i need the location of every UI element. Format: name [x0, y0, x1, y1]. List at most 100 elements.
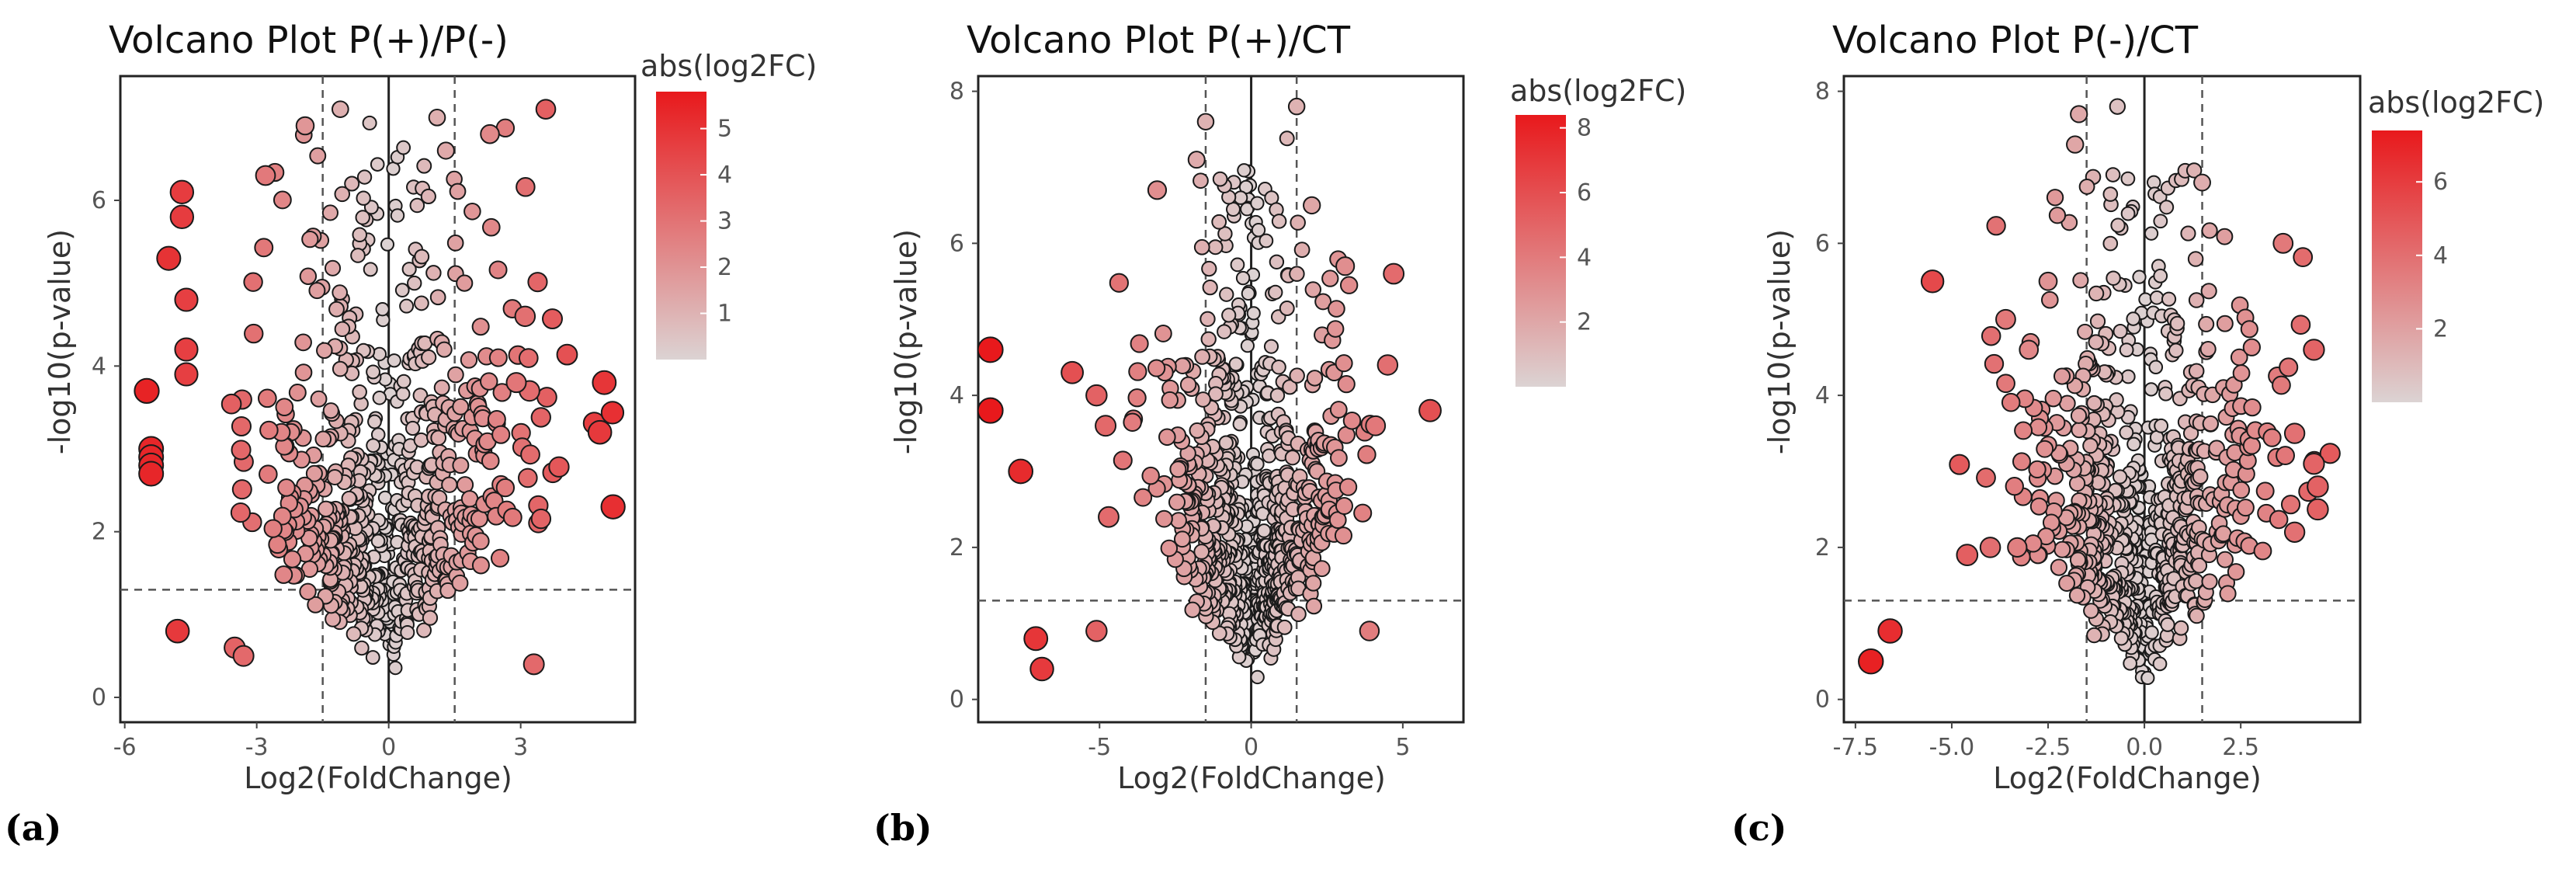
gene-point — [1353, 503, 1373, 523]
gene-point-outlier — [165, 618, 190, 644]
gene-point — [2113, 323, 2128, 339]
gene-point — [294, 363, 313, 381]
gene-point — [2202, 415, 2219, 433]
gene-point — [2072, 272, 2089, 289]
gene-point-outlier — [1335, 256, 1356, 276]
gene-point — [1290, 214, 1306, 231]
gene-point — [1342, 411, 1362, 430]
gene-point — [2144, 382, 2159, 397]
gene-point — [2168, 342, 2184, 359]
gene-point — [2029, 418, 2048, 436]
gene-point-outlier — [1008, 458, 1034, 485]
gene-point — [352, 227, 368, 243]
y-tick-label: 4 — [1815, 382, 1830, 409]
gene-point-outlier — [1095, 415, 1117, 437]
gene-point — [2113, 631, 2129, 646]
gene-point-outlier — [505, 372, 527, 394]
legend-tick-label: 3 — [717, 208, 732, 235]
gene-point — [2187, 251, 2204, 267]
gene-point — [1271, 360, 1286, 375]
gene-point — [2083, 603, 2099, 619]
gene-point — [2243, 398, 2262, 417]
gene-point — [2102, 186, 2119, 202]
gene-point — [1256, 523, 1272, 538]
gene-point — [395, 386, 411, 401]
gene-point — [1241, 286, 1255, 301]
gene-point-outlier — [156, 245, 182, 271]
y-tick-label: 2 — [1815, 534, 1830, 561]
gene-point — [2149, 290, 2165, 305]
x-tick-label: 0.0 — [2126, 734, 2163, 761]
gene-point — [1194, 349, 1210, 365]
gene-point — [268, 535, 287, 554]
gene-point — [1189, 422, 1206, 439]
gene-point — [2262, 428, 2282, 447]
gene-point — [1155, 509, 1173, 528]
gene-point — [254, 238, 274, 258]
gene-point-outlier — [1085, 384, 1108, 407]
gene-point — [1141, 466, 1160, 485]
gene-point — [231, 440, 252, 461]
gene-point-outlier — [1023, 626, 1049, 652]
gene-point — [2160, 617, 2175, 632]
gene-point-outlier — [2303, 339, 2325, 361]
legend-title: abs(log2FC) — [2368, 85, 2544, 120]
gene-point-outlier — [428, 109, 446, 127]
gene-point — [305, 464, 323, 482]
gene-point — [1328, 300, 1345, 318]
gene-point — [407, 275, 422, 291]
gene-point — [2159, 200, 2175, 215]
gene-point — [1158, 428, 1176, 447]
gene-point — [372, 391, 387, 405]
gene-point — [1240, 339, 1255, 353]
gene-point — [1271, 214, 1287, 229]
gene-point — [1258, 233, 1274, 249]
gene-point — [556, 343, 578, 366]
gene-point — [1279, 130, 1295, 147]
gene-point-outlier — [2283, 521, 2306, 543]
gene-point — [2110, 217, 2126, 233]
gene-point — [2200, 283, 2217, 300]
gene-point — [404, 420, 421, 436]
gene-point — [2153, 214, 2168, 229]
gene-point — [409, 197, 425, 214]
gene-point — [518, 468, 538, 488]
gene-point — [2144, 625, 2159, 640]
gene-point — [375, 301, 390, 317]
gene-point — [2216, 228, 2234, 245]
gene-point — [471, 318, 490, 336]
gene-point — [1251, 223, 1266, 238]
gene-point — [1290, 606, 1307, 623]
gene-point — [1263, 339, 1279, 354]
gene-point — [2086, 627, 2102, 644]
x-tick-label: -2.5 — [2026, 734, 2071, 761]
gene-point — [2024, 534, 2043, 553]
gene-point — [488, 348, 508, 367]
gene-point-outlier — [587, 419, 613, 445]
gene-point — [548, 456, 570, 478]
gene-point — [2029, 497, 2048, 516]
gene-point — [1250, 196, 1265, 210]
gene-point — [463, 203, 481, 221]
gene-point — [1250, 457, 1265, 471]
gene-point — [460, 490, 479, 508]
gene-point-outlier — [592, 370, 617, 395]
y-axis-label: -log10(p-value) — [43, 229, 77, 454]
gene-point-outlier — [174, 337, 199, 362]
gene-point — [324, 259, 342, 276]
gene-point — [332, 360, 349, 377]
gene-point-outlier — [295, 116, 315, 136]
gene-point — [1289, 266, 1305, 282]
legend-color-bar — [1515, 115, 1566, 387]
gene-point — [2138, 292, 2153, 307]
gene-point — [2044, 389, 2063, 408]
x-axis-label: Log2(FoldChange) — [1993, 761, 2262, 795]
gene-point — [2201, 222, 2218, 239]
legend-tick-label: 1 — [717, 301, 732, 328]
gene-point-outlier — [1085, 620, 1108, 642]
y-tick-label: 6 — [1815, 230, 1830, 257]
gene-point — [2153, 268, 2168, 283]
gene-point — [452, 457, 470, 474]
gene-point — [490, 548, 510, 568]
gene-point-outlier — [1196, 113, 1215, 130]
